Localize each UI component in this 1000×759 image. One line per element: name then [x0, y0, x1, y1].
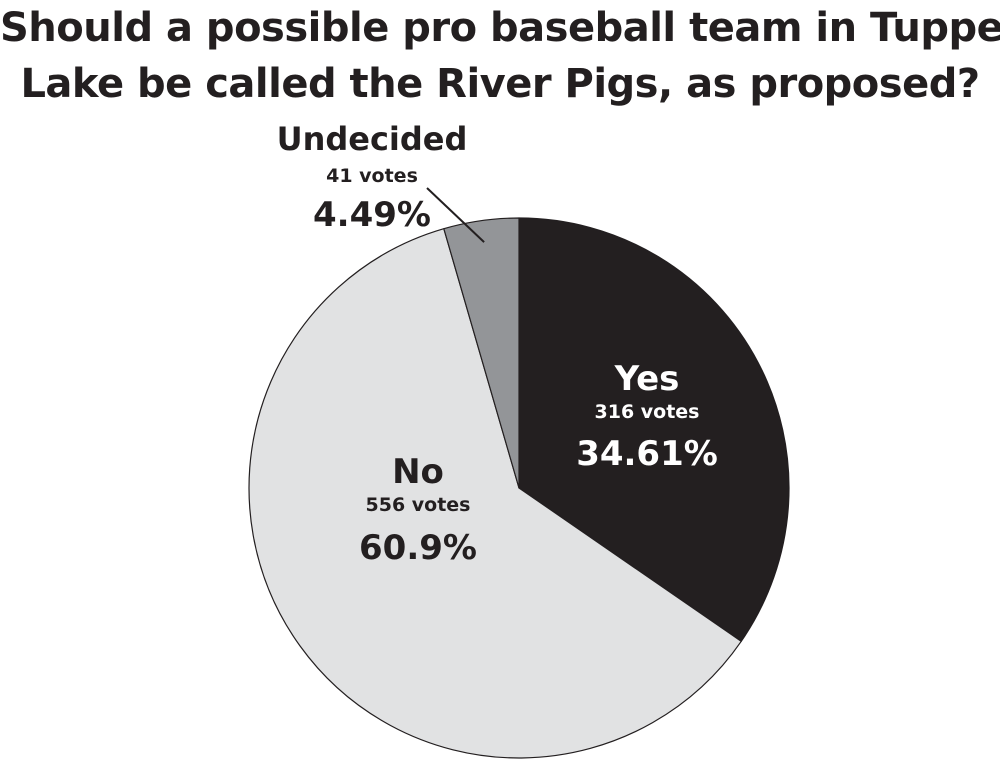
- slice-votes-yes: 316 votes: [595, 401, 700, 423]
- undecided-leader-line: [426, 187, 485, 243]
- slice-label-yes: Yes: [614, 359, 680, 399]
- chart-title-line-1: Should a possible pro baseball team in T…: [0, 5, 1000, 51]
- slice-votes-no: 556 votes: [366, 494, 471, 516]
- pie-slice-no: [248, 228, 742, 759]
- pie-slice-undecided: [443, 217, 520, 489]
- chart-title: Should a possible pro baseball team in T…: [0, 0, 1000, 112]
- slice-percent-yes: 34.61%: [576, 434, 718, 474]
- pie-slice-yes: [518, 217, 790, 642]
- chart-title-line-2: Lake be called the River Pigs, as propos…: [20, 61, 980, 107]
- slice-percent-no: 60.9%: [359, 528, 477, 568]
- slice-label-undecided: Undecided: [277, 120, 468, 158]
- slice-percent-undecided: 4.49%: [313, 195, 431, 235]
- slice-votes-undecided: 41 votes: [326, 165, 418, 187]
- slice-label-no: No: [392, 452, 444, 492]
